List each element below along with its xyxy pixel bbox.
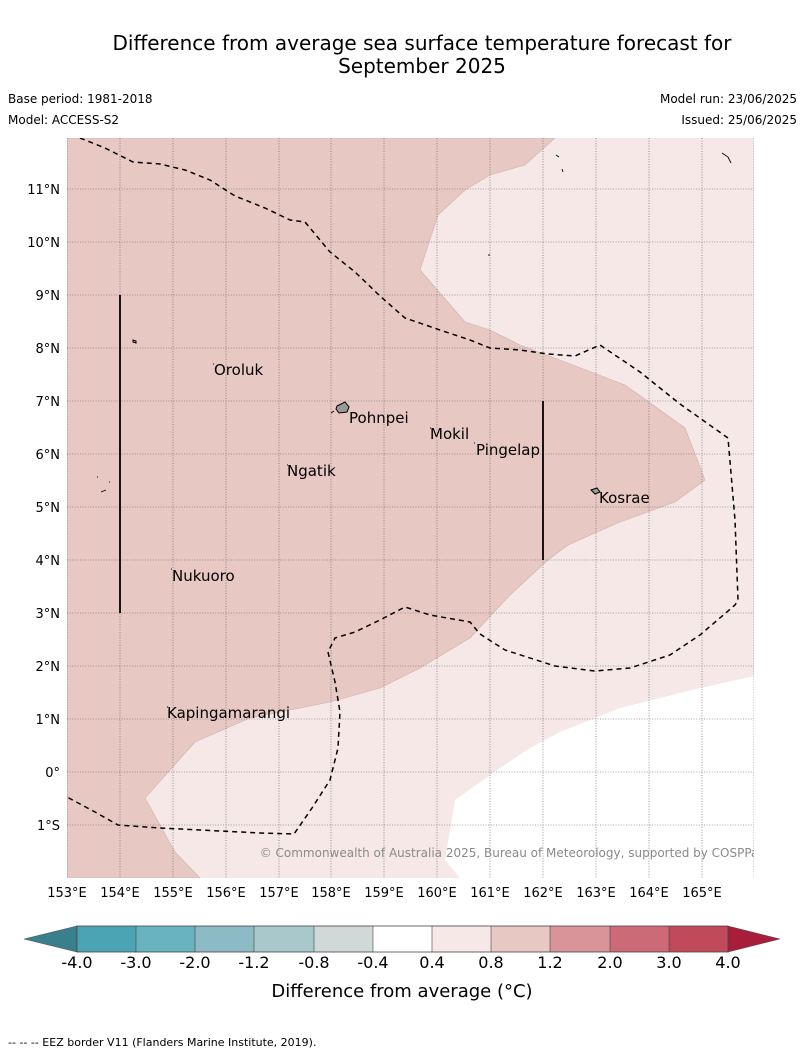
place-label-pohnpei: Pohnpei xyxy=(349,409,409,427)
colorbar-segment xyxy=(136,926,195,952)
base-period: Base period: 1981-2018 xyxy=(8,92,153,106)
title-line-2: September 2025 xyxy=(338,54,506,78)
colorbar-segment xyxy=(77,926,136,952)
lat-label: 1°N xyxy=(36,713,61,728)
lat-label: 9°N xyxy=(36,289,61,304)
lat-label: 6°N xyxy=(36,448,61,463)
reef-marks xyxy=(97,152,732,708)
lat-label: 11°N xyxy=(27,183,60,198)
colorbar-segment xyxy=(610,926,669,952)
colorbar-segment xyxy=(373,926,432,952)
colorbar-tick: 3.0 xyxy=(656,953,681,972)
lon-label: 163°E xyxy=(576,886,616,901)
colorbar-extend-low xyxy=(23,925,78,953)
lon-label: 159°E xyxy=(364,886,404,901)
copyright-notice: © Commonwealth of Australia 2025, Bureau… xyxy=(260,846,765,860)
colorbar-tick: -1.2 xyxy=(238,953,269,972)
eez-border xyxy=(67,138,739,835)
colorbar-segment xyxy=(314,926,373,952)
model-run: Model run: 23/06/2025 xyxy=(659,92,797,106)
lat-label: 8°N xyxy=(36,342,61,357)
lon-label: 160°E xyxy=(417,886,457,901)
colorbar-segment xyxy=(550,926,610,952)
colorbar-extend-high xyxy=(727,925,781,953)
colorbar-title: Difference from average (°C) xyxy=(271,981,532,1002)
colorbar-segment xyxy=(195,926,254,952)
place-label-kosrae: Kosrae xyxy=(599,489,650,507)
map-plot-area: Oroluk Pohnpei Mokil Pingelap Ngatik Kos… xyxy=(67,138,765,878)
lat-label: 4°N xyxy=(36,554,61,569)
place-label-kapingamarangi: Kapingamarangi xyxy=(167,704,290,722)
lon-label: 162°E xyxy=(523,886,563,901)
lon-label: 161°E xyxy=(470,886,510,901)
colorbar-tick: 4.0 xyxy=(715,953,740,972)
eez-footnote: -- -- -- EEZ border V11 (Flanders Marine… xyxy=(8,1036,317,1049)
islands xyxy=(132,339,601,495)
colorbar: -4.0 -3.0 -2.0 -1.2 -0.8 -0.4 0.4 0.8 1.… xyxy=(23,925,781,1002)
place-label-mokil: Mokil xyxy=(430,425,469,443)
small-island-shape xyxy=(132,339,137,344)
colorbar-tick: -3.0 xyxy=(120,953,151,972)
lat-label: 3°N xyxy=(36,607,61,622)
lon-label: 153°E xyxy=(47,886,87,901)
lon-label: 164°E xyxy=(629,886,669,901)
lon-label: 155°E xyxy=(153,886,193,901)
colorbar-tick: -2.0 xyxy=(179,953,210,972)
shading-near-average xyxy=(445,676,754,878)
place-label-ngatik: Ngatik xyxy=(287,462,336,480)
chart-title: Difference from average sea surface temp… xyxy=(40,32,804,78)
colorbar-tick: -0.8 xyxy=(298,953,329,972)
colorbar-segment xyxy=(254,926,314,952)
title-line-1: Difference from average sea surface temp… xyxy=(112,31,732,55)
colorbar-tick: 0.8 xyxy=(478,953,503,972)
colorbar-tick: -0.4 xyxy=(357,953,388,972)
colorbar-tick: 0.4 xyxy=(419,953,444,972)
model-name: Model: ACCESS-S2 xyxy=(8,113,120,127)
graticule xyxy=(67,138,754,878)
lon-label: 158°E xyxy=(311,886,351,901)
kosrae-island-shape xyxy=(590,487,601,495)
lon-label: 154°E xyxy=(100,886,140,901)
longitude-labels: 153°E 154°E 155°E 156°E 157°E 158°E 159°… xyxy=(47,886,722,901)
lon-label: 157°E xyxy=(259,886,299,901)
lat-label: 7°N xyxy=(36,395,61,410)
shading-moderate-anomaly xyxy=(67,138,706,878)
lon-label: 165°E xyxy=(682,886,722,901)
colorbar-tick: 2.0 xyxy=(597,953,622,972)
lat-label: 5°N xyxy=(36,501,61,516)
lat-label: 10°N xyxy=(27,236,60,251)
place-label-pingelap: Pingelap xyxy=(476,441,540,459)
place-label-oroluk: Oroluk xyxy=(214,361,263,379)
lat-label: 1°S xyxy=(37,819,60,834)
colorbar-ticks: -4.0 -3.0 -2.0 -1.2 -0.8 -0.4 0.4 0.8 1.… xyxy=(61,953,740,972)
colorbar-segment xyxy=(432,926,491,952)
lat-label: 2°N xyxy=(36,660,61,675)
lat-label: 0° xyxy=(45,766,60,781)
place-label-nukuoro: Nukuoro xyxy=(172,567,235,585)
pohnpei-island-shape xyxy=(335,401,350,414)
forecast-map: Oroluk Pohnpei Mokil Pingelap Ngatik Kos… xyxy=(23,138,781,1002)
colorbar-tick: -4.0 xyxy=(61,953,92,972)
lon-label: 156°E xyxy=(206,886,246,901)
issued-date: Issued: 25/06/2025 xyxy=(681,113,797,127)
colorbar-segment xyxy=(669,926,728,952)
colorbar-tick: 1.2 xyxy=(537,953,562,972)
colorbar-segment xyxy=(491,926,550,952)
latitude-labels: 11°N 10°N 9°N 8°N 7°N 6°N 5°N 4°N 3°N 2°… xyxy=(27,183,60,834)
